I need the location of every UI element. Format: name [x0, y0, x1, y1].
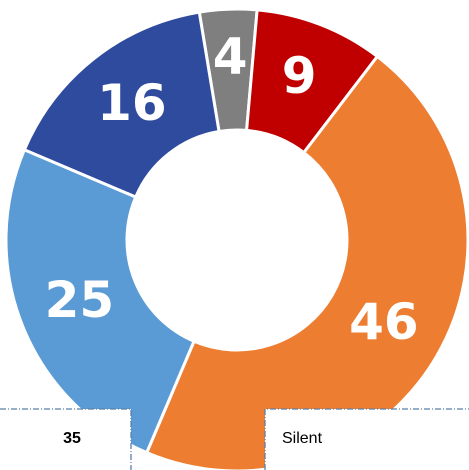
- data-label: 4: [213, 28, 248, 86]
- data-labels: 4 9 46 25 16: [45, 28, 419, 351]
- cell-text: 35: [63, 430, 81, 447]
- data-label: 46: [349, 293, 419, 351]
- data-label: 9: [282, 47, 317, 105]
- cell-box: [265, 409, 469, 470]
- slice: [144, 54, 469, 470]
- slice: [4, 147, 196, 455]
- cell-border: [264, 408, 469, 470]
- cell-text: Silent: [282, 430, 323, 447]
- overlay-table: 35 Silent: [0, 408, 469, 470]
- cell-box: [0, 409, 131, 470]
- data-label: 16: [97, 74, 167, 132]
- slice: [22, 10, 221, 199]
- donut: [4, 7, 469, 470]
- data-label: 25: [45, 271, 115, 329]
